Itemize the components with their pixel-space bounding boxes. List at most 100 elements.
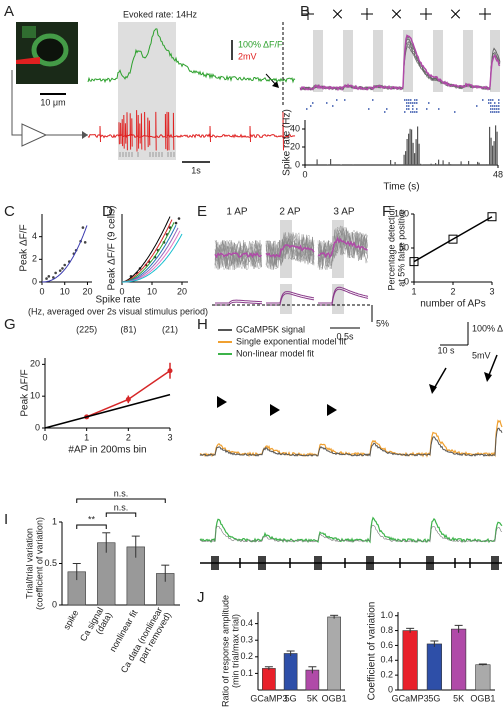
x-tick-label: 0 [39, 286, 44, 296]
annotation: (21) [162, 324, 178, 334]
panel-label: 2 AP [279, 207, 300, 218]
histogram-bar [409, 128, 411, 165]
chart: G 0 10 20 0 1 2 3 Peak ΔF/F #AP in 200ms bin (225)… [4, 316, 178, 456]
scale-label: 10 μm [40, 97, 65, 107]
x-tick-label: 48 [493, 169, 503, 179]
x-axis-label: number of APs [420, 299, 486, 310]
y-axis-label: Peak ΔF/F [19, 224, 30, 271]
data-point [81, 226, 85, 229]
histogram-bar [438, 159, 440, 165]
event-marker [270, 404, 280, 416]
histogram-bar [403, 154, 405, 165]
y-axis-label: (coefficient of variation) [34, 517, 44, 610]
scale-label: 1s [191, 165, 201, 175]
x-tick-label: 5G [428, 693, 440, 703]
bar [327, 616, 341, 691]
x-tick-label: OGB1 [470, 693, 495, 703]
panel-label: 1 AP [226, 207, 247, 218]
arrowhead [429, 384, 437, 394]
y-tick-label: 0.2 [380, 670, 393, 680]
legend-label: Non-linear model fit [236, 348, 315, 358]
trace [317, 236, 368, 259]
annotation: ** [88, 514, 96, 524]
y-tick-label: 0 [388, 684, 393, 694]
x-axis-label: (Hz, averaged over 2s visual stimulus pe… [28, 306, 208, 316]
trace [215, 299, 263, 304]
bar [426, 643, 442, 691]
trace [214, 240, 262, 271]
y-tick-label: 0.3 [240, 635, 253, 645]
trace [265, 244, 315, 259]
trace [214, 251, 263, 259]
x-axis-label: Time (s) [383, 182, 419, 193]
amplifier [21, 123, 48, 147]
y-tick-label: 0 [52, 599, 57, 609]
x-tick-label: 20 [177, 286, 187, 296]
histogram-bar [394, 161, 396, 165]
trace [266, 291, 315, 304]
panel-letter: A [4, 3, 14, 20]
x-axis-label: #AP in 200ms bin [68, 445, 146, 456]
data-point [58, 269, 62, 272]
histogram-bar [352, 164, 354, 165]
histogram-bar [492, 145, 494, 165]
y-tick-label: 0.4 [380, 655, 393, 665]
y-axis-label: Coefficient of variation [367, 602, 378, 701]
scale-label: 5mV [472, 350, 491, 360]
y-tick-label: 0.4 [240, 618, 253, 628]
panel-letter: B [300, 3, 310, 20]
y-tick-label: 0.1 [240, 668, 253, 678]
stimulus-period [463, 30, 473, 92]
y-tick-label: 0.6 [380, 640, 393, 650]
y-tick-label: 0.5 [44, 558, 57, 568]
chart: F 0 50 100 1 2 3 Percentage detection at 5% fals… [382, 203, 497, 310]
trace [317, 226, 368, 268]
y-axis-label: (min trial/max trial) [230, 614, 240, 688]
data-point [177, 217, 181, 220]
histogram-bar [411, 129, 413, 165]
data-point [52, 276, 55, 279]
trace [265, 232, 315, 267]
trace [87, 110, 296, 152]
traces [87, 8, 503, 570]
y-tick-label: 0 [35, 422, 40, 432]
bar [451, 628, 467, 691]
histogram-bar [316, 159, 318, 165]
x-tick-label: spike [61, 608, 80, 631]
histogram-bar [420, 163, 422, 165]
fit-curve [122, 230, 181, 283]
scale-label: 0.5s [336, 331, 354, 341]
y-tick-label: 100 [394, 208, 409, 218]
chart: D 0 10 20 Peak ΔF/F (9 cells) [102, 203, 188, 296]
stimulus-period [433, 30, 443, 92]
data-line [44, 393, 171, 429]
legend-label: GCaMP5K signal [236, 324, 305, 334]
trace [265, 232, 315, 266]
data-point [47, 275, 51, 278]
annotation: (225) [76, 324, 97, 334]
y-tick-label: 10 [30, 391, 40, 401]
x-axis-label: Spike rate [95, 295, 140, 306]
histogram-bar [460, 161, 462, 165]
scale-label: 2mV [238, 51, 257, 61]
data-point [448, 234, 458, 244]
histogram-bar [408, 133, 410, 165]
histogram-bar [412, 142, 414, 165]
histogram-bar [406, 138, 408, 165]
trace [199, 516, 503, 544]
chart: J 0.1 0.2 0.3 0.4 Ratio of response amplitude… [197, 589, 347, 707]
stimulus-period [343, 30, 353, 92]
histogram-bar [415, 139, 417, 165]
scale-label: 100% ΔF/F [472, 323, 503, 333]
y-tick-label: 0 [32, 276, 37, 286]
y-tick-label: 2 [32, 254, 37, 264]
legend-label: Single exponential model fit [236, 336, 347, 346]
data-point [174, 221, 178, 225]
x-tick-label: 2 [126, 432, 131, 442]
y-tick-label: 20 [290, 141, 300, 151]
electrode [16, 57, 40, 64]
bar [262, 668, 276, 691]
trace [318, 288, 369, 306]
data-point [167, 368, 173, 374]
